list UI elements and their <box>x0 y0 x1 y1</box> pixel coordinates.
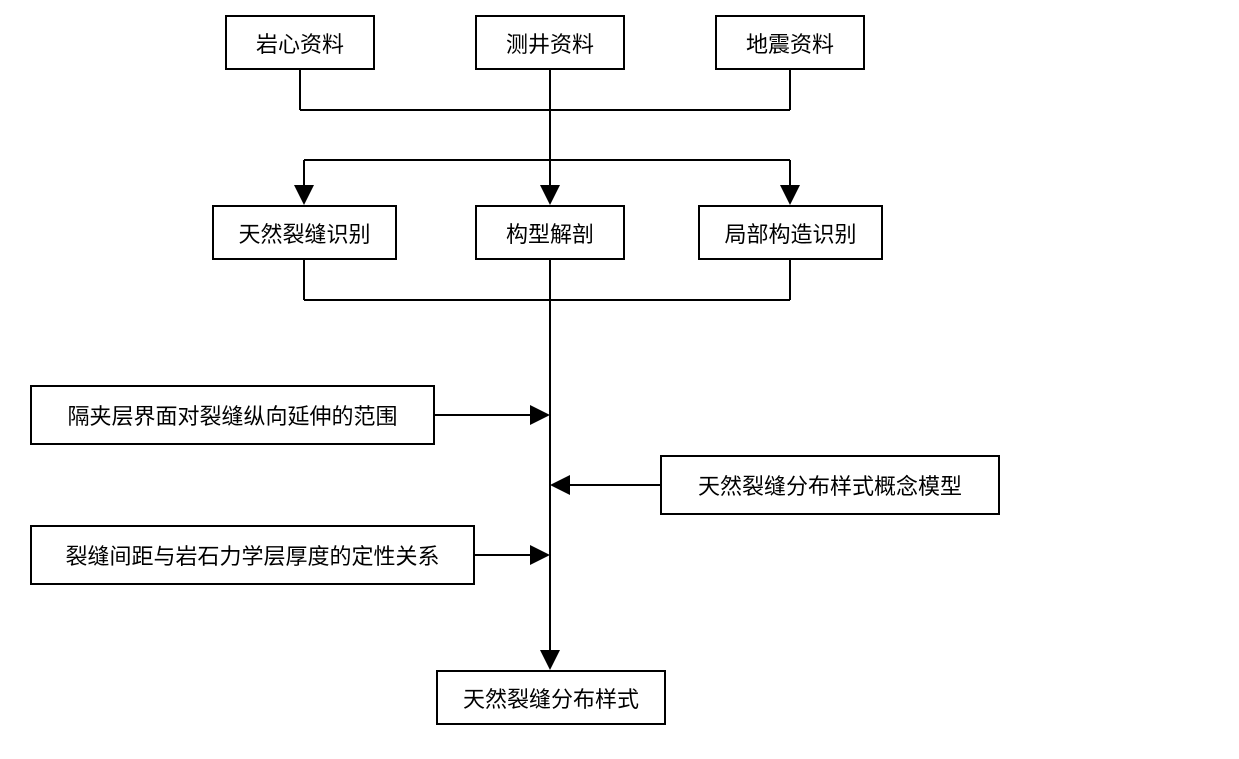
node-label: 地震资料 <box>746 27 834 59</box>
node-label: 构型解剖 <box>506 217 594 249</box>
node-log-data: 测井资料 <box>475 15 625 70</box>
node-label: 测井资料 <box>506 27 594 59</box>
connector-lines <box>0 0 1239 759</box>
node-architecture-analysis: 构型解剖 <box>475 205 625 260</box>
node-interlayer-range: 隔夹层界面对裂缝纵向延伸的范围 <box>30 385 435 445</box>
node-fracture-distribution: 天然裂缝分布样式 <box>436 670 666 725</box>
node-core-data: 岩心资料 <box>225 15 375 70</box>
node-label: 局部构造识别 <box>724 217 856 249</box>
node-label: 裂缝间距与岩石力学层厚度的定性关系 <box>65 539 439 571</box>
node-label: 天然裂缝分布样式概念模型 <box>698 469 962 501</box>
node-label: 隔夹层界面对裂缝纵向延伸的范围 <box>67 399 397 431</box>
node-fracture-identification: 天然裂缝识别 <box>212 205 397 260</box>
node-label: 天然裂缝识别 <box>238 217 370 249</box>
node-seismic-data: 地震资料 <box>715 15 865 70</box>
node-label: 岩心资料 <box>256 27 344 59</box>
node-structure-identification: 局部构造识别 <box>698 205 883 260</box>
node-label: 天然裂缝分布样式 <box>463 682 639 714</box>
node-concept-model: 天然裂缝分布样式概念模型 <box>660 455 1000 515</box>
node-spacing-thickness: 裂缝间距与岩石力学层厚度的定性关系 <box>30 525 475 585</box>
